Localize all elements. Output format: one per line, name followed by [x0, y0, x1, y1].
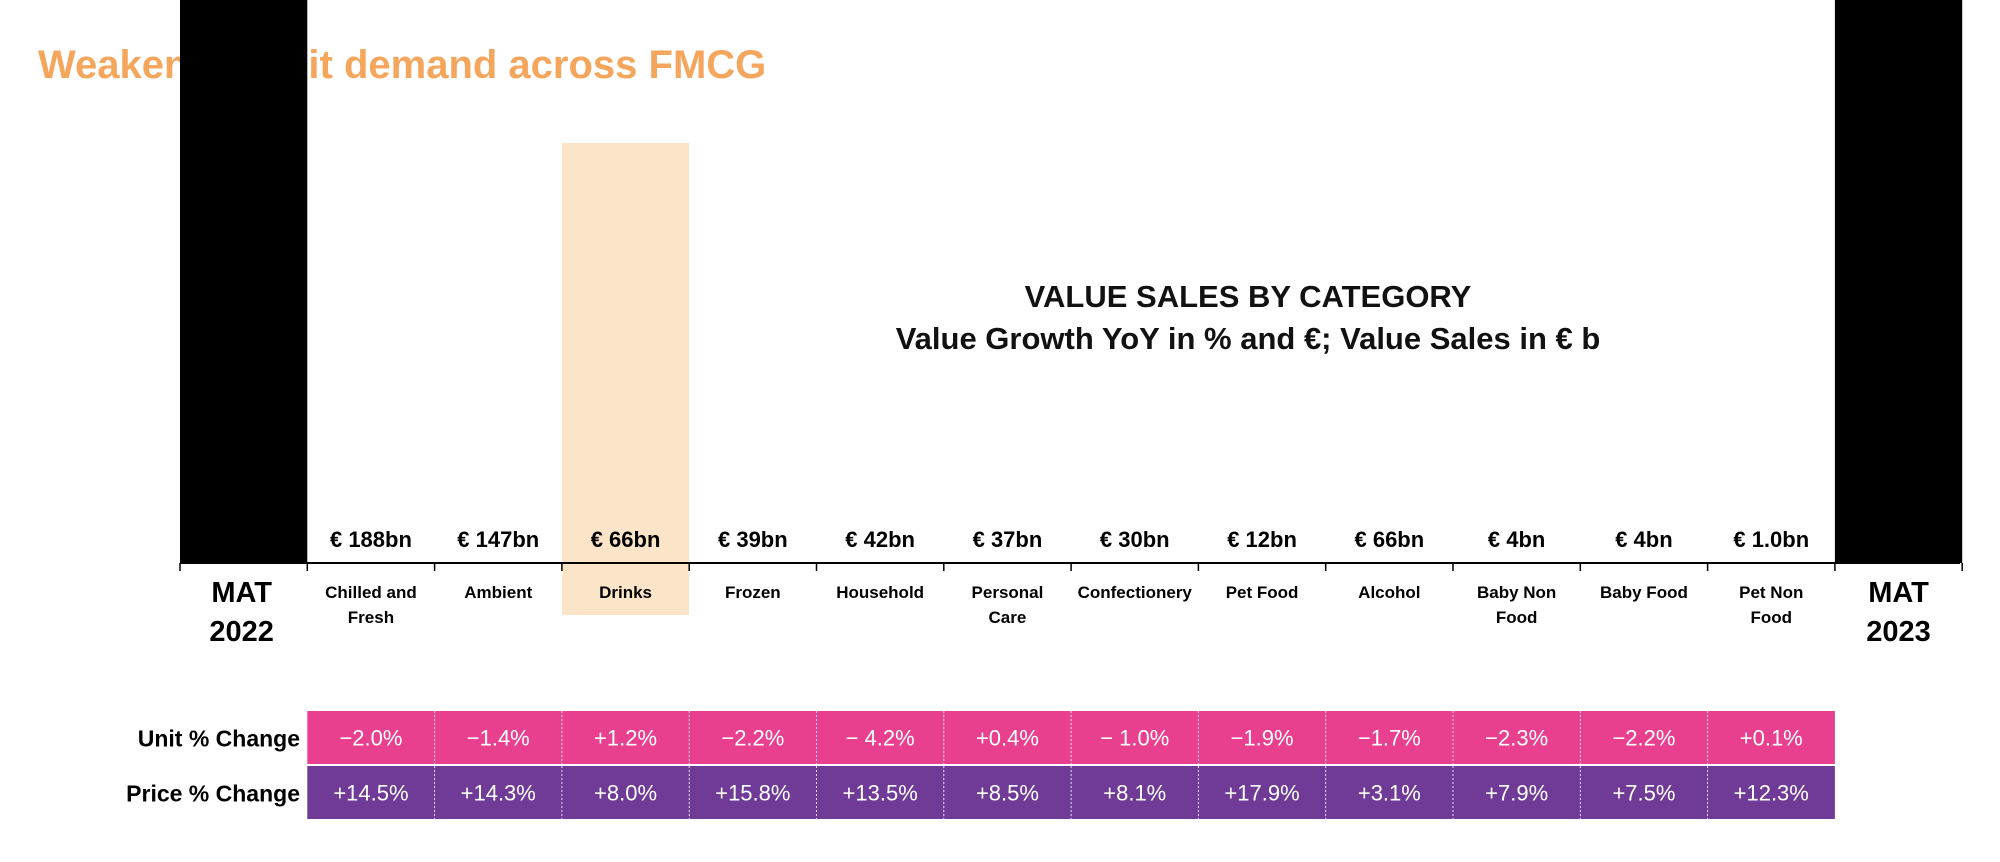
table-cell-value: −1.4% [467, 726, 530, 751]
table-cell-value: +1.2% [594, 726, 657, 751]
table-cell [1325, 766, 1453, 819]
x-label-mat-2022-line2: 2022 [209, 616, 274, 648]
x-label: Household [836, 583, 924, 602]
x-label: Care [989, 608, 1027, 627]
table-cell-value: − 1.0% [1100, 726, 1169, 751]
sales-label: € 1.0bn [1733, 527, 1809, 552]
table-cell [1707, 711, 1835, 764]
table-cell [1198, 711, 1326, 764]
x-label-mat-2023-line1: MAT [1868, 577, 1929, 609]
table-row-label: Price % Change [126, 781, 300, 807]
table-cell [1198, 766, 1326, 819]
table-cell [816, 766, 944, 819]
bar-mat-2022 [180, 0, 308, 563]
x-label: Confectionery [1078, 583, 1193, 602]
highlight-band [561, 143, 690, 615]
sales-label: € 66bn [591, 527, 661, 552]
x-label-mat-2022-line1: MAT [211, 577, 272, 609]
table-cell-value: −2.0% [339, 726, 402, 751]
x-label: Ambient [464, 583, 532, 602]
sales-label: € 12bn [1227, 527, 1297, 552]
table-cell [1707, 766, 1835, 819]
table-cell [561, 711, 690, 764]
sales-label: € 42bn [845, 527, 915, 552]
table-cell-value: −2.2% [721, 726, 784, 751]
table-cell-value: +7.5% [1612, 781, 1675, 806]
table-cell-value: +14.3% [461, 781, 536, 806]
table-cell [307, 711, 435, 764]
table-cell [1580, 766, 1708, 819]
table-cell [689, 766, 817, 819]
sales-label: € 30bn [1100, 527, 1170, 552]
x-label: Pet Non [1739, 583, 1803, 602]
table-cell-value: −1.7% [1358, 726, 1421, 751]
table-cell-value: +7.9% [1485, 781, 1548, 806]
table-cell [1453, 711, 1581, 764]
x-label: Baby Non [1477, 583, 1556, 602]
table-cell [1453, 766, 1581, 819]
x-label: Alcohol [1358, 583, 1420, 602]
table-cell [943, 711, 1072, 764]
table-cell-value: +8.5% [976, 781, 1039, 806]
table-cell [943, 766, 1072, 819]
table-cell-value: −1.9% [1231, 726, 1294, 751]
sales-label: € 188bn [330, 527, 412, 552]
x-label: Personal [972, 583, 1044, 602]
x-label: Pet Food [1226, 583, 1299, 602]
bar-mat-2023 [1834, 0, 1963, 563]
table-cell-value: +12.3% [1734, 781, 1809, 806]
x-label: Food [1496, 608, 1538, 627]
table-cell-value: −2.2% [1612, 726, 1675, 751]
sales-label: € 66bn [1354, 527, 1424, 552]
table-cell [434, 711, 562, 764]
x-label: Frozen [725, 583, 781, 602]
table-cell-value: +17.9% [1224, 781, 1299, 806]
table-cell-value: +0.1% [1740, 726, 1803, 751]
sales-label: € 147bn [457, 527, 539, 552]
table-cell-value: +0.4% [976, 726, 1039, 751]
table-cell [1071, 711, 1199, 764]
table-cell [689, 711, 817, 764]
inner-chart-title: VALUE SALES BY CATEGORY [1025, 279, 1472, 314]
table-cell-value: − 4.2% [846, 726, 915, 751]
table-cell [434, 766, 562, 819]
table-cell-value: +15.8% [715, 781, 790, 806]
table-cell [1071, 766, 1199, 819]
x-label: Baby Food [1600, 583, 1688, 602]
sales-label: € 4bn [1615, 527, 1672, 552]
x-label: Chilled and [325, 583, 417, 602]
table-cell [307, 766, 435, 819]
table-cell [1325, 711, 1453, 764]
inner-chart-subtitle: Value Growth YoY in % and €; Value Sales… [896, 321, 1601, 356]
table-cell-value: +3.1% [1358, 781, 1421, 806]
table-cell-value: −2.3% [1485, 726, 1548, 751]
sales-label: € 4bn [1488, 527, 1545, 552]
table-row-label: Unit % Change [138, 726, 300, 752]
table-cell-value: +14.5% [333, 781, 408, 806]
page-title: Weakening unit demand across FMCG [38, 43, 766, 87]
sales-label: € 39bn [718, 527, 788, 552]
table-cell-value: +13.5% [843, 781, 918, 806]
table-cell [816, 711, 944, 764]
sales-label: € 37bn [973, 527, 1043, 552]
table-cell-value: +8.1% [1103, 781, 1166, 806]
table-cell [1580, 711, 1708, 764]
x-label: Fresh [348, 608, 394, 627]
table-cell [561, 766, 690, 819]
x-label: Food [1750, 608, 1792, 627]
x-label: Drinks [599, 583, 652, 602]
x-label-mat-2023-line2: 2023 [1866, 616, 1931, 648]
table-cell-value: +8.0% [594, 781, 657, 806]
